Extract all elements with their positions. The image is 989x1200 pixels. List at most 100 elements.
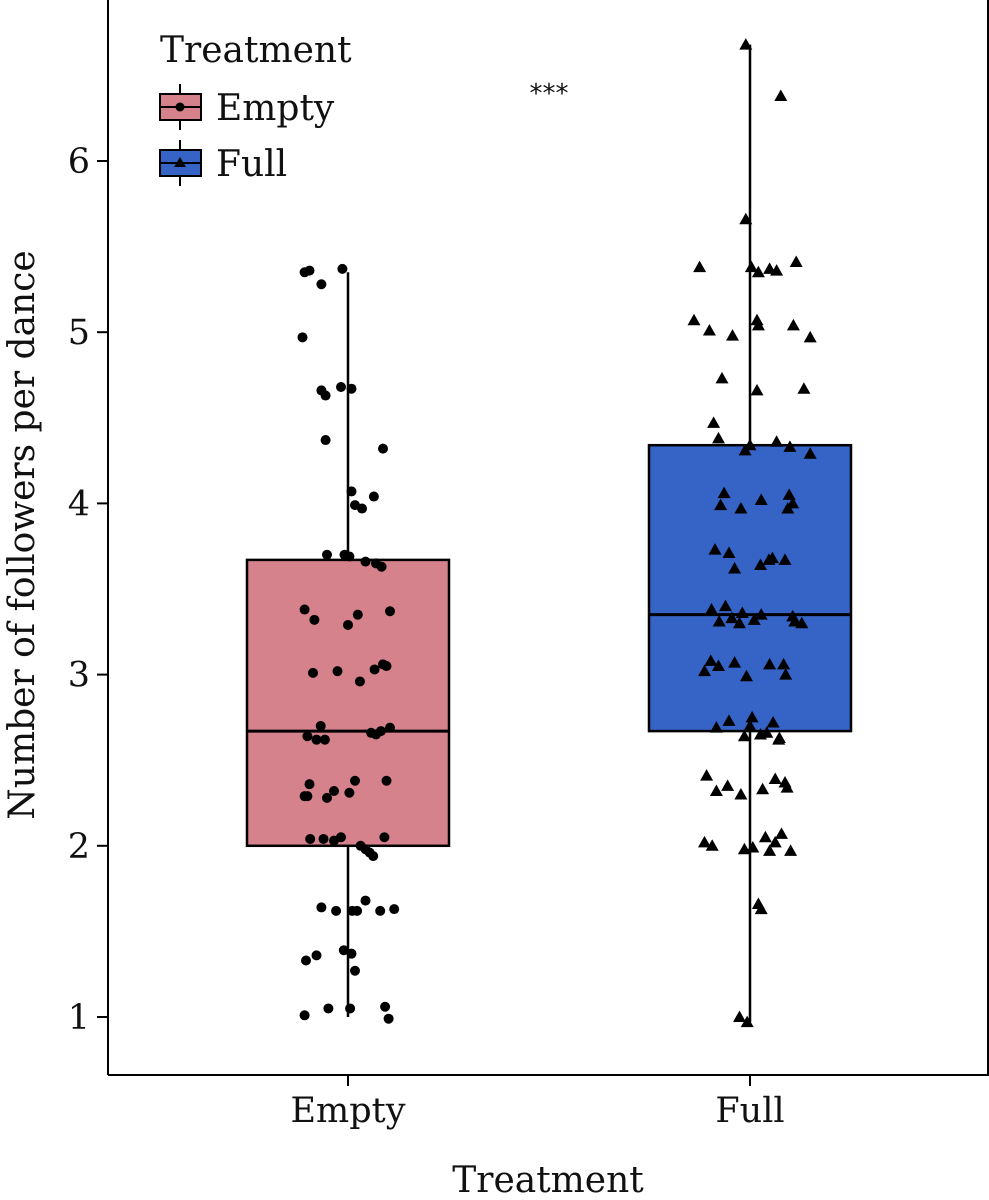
data-point — [311, 734, 322, 745]
data-point — [739, 212, 753, 225]
data-point — [744, 260, 758, 273]
data-point — [337, 263, 348, 274]
data-point — [712, 659, 725, 672]
data-point — [346, 948, 357, 959]
data-point — [368, 851, 379, 862]
data-point — [728, 656, 742, 668]
data-point — [380, 1001, 391, 1012]
data-point — [775, 827, 788, 839]
data-point — [369, 664, 380, 675]
data-point — [698, 664, 711, 677]
data-point — [305, 833, 316, 844]
data-point — [803, 447, 817, 459]
data-point — [299, 604, 310, 615]
data-point — [777, 657, 791, 670]
data-point — [379, 832, 390, 843]
data-point — [766, 716, 780, 728]
data-point — [714, 498, 728, 511]
data-point — [687, 313, 701, 326]
data-point — [737, 729, 751, 742]
data-point — [375, 905, 386, 916]
data-point — [301, 955, 311, 966]
data-point — [734, 787, 748, 800]
data-point — [381, 661, 392, 672]
data-point — [709, 721, 723, 733]
data-point — [308, 667, 318, 678]
box-rect — [245, 558, 451, 848]
data-point — [299, 1010, 310, 1021]
legend: Treatment Empty Full — [159, 30, 352, 186]
plot-area — [245, 38, 853, 1028]
data-point — [768, 835, 782, 848]
data-point — [754, 608, 768, 620]
data-point — [717, 486, 731, 499]
legend-label-full: Full — [216, 144, 287, 185]
data-point — [751, 318, 765, 331]
data-point — [789, 255, 803, 268]
x-tick-label: Empty — [291, 1091, 406, 1131]
data-point — [375, 726, 386, 737]
data-point — [754, 902, 768, 915]
data-point — [770, 264, 784, 276]
data-point — [705, 839, 719, 851]
data-point — [737, 842, 751, 855]
data-point — [770, 435, 784, 447]
data-point — [754, 493, 768, 505]
data-point — [338, 945, 349, 956]
data-point — [750, 383, 764, 396]
legend-entry-full: Full — [159, 140, 287, 186]
data-point — [740, 1015, 754, 1028]
x-tick-label: Full — [715, 1091, 784, 1131]
data-point — [309, 614, 320, 625]
data-point — [768, 772, 782, 785]
data-point — [316, 279, 327, 290]
data-point — [332, 666, 343, 677]
data-point — [693, 260, 707, 273]
data-point — [385, 722, 395, 733]
data-point — [783, 440, 797, 452]
box-group-full — [647, 38, 853, 1028]
legend-triangle-marker — [174, 157, 186, 167]
data-point — [350, 500, 360, 511]
data-point — [763, 657, 777, 670]
data-point — [352, 609, 363, 620]
data-point — [763, 844, 777, 856]
data-point — [762, 553, 776, 565]
data-point — [772, 733, 786, 745]
legend-circle-marker — [175, 102, 185, 112]
data-point — [725, 611, 739, 624]
data-point — [304, 265, 315, 276]
data-point — [728, 561, 742, 574]
data-point — [778, 553, 792, 565]
data-point — [302, 731, 313, 742]
data-point — [346, 486, 357, 497]
data-point — [743, 719, 757, 731]
data-point — [318, 833, 329, 844]
data-point — [376, 561, 387, 572]
data-point — [322, 549, 332, 560]
data-point — [803, 330, 817, 343]
data-point — [352, 905, 363, 916]
data-point — [779, 668, 793, 680]
significance-label: *** — [530, 79, 569, 109]
data-point — [782, 488, 796, 500]
data-point — [739, 38, 753, 50]
data-point — [721, 779, 735, 791]
y-tick-label: 3 — [68, 656, 90, 696]
data-point — [383, 1013, 394, 1024]
data-point — [722, 714, 736, 726]
box-group-empty — [245, 263, 451, 1024]
data-point — [322, 792, 332, 803]
data-point — [733, 1010, 746, 1022]
data-point — [323, 1003, 334, 1014]
y-tick-label: 6 — [68, 142, 90, 182]
data-point — [722, 546, 736, 559]
data-point — [734, 502, 748, 514]
data-point — [350, 775, 360, 786]
data-point — [329, 786, 339, 797]
y-tick-label: 4 — [68, 484, 90, 524]
data-point — [758, 830, 772, 843]
data-point — [780, 781, 794, 793]
data-point — [304, 779, 315, 790]
